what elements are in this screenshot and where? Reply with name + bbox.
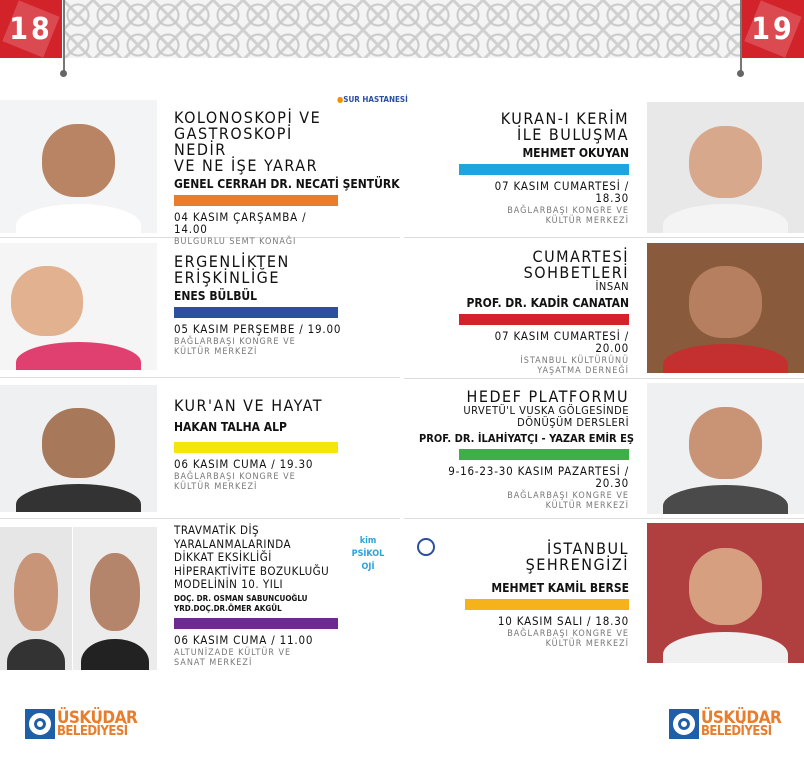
event-place: İSTANBUL KÜLTÜRÜNÜ YAŞATMA DERNEĞİ (520, 356, 629, 376)
event-subtitle: URVETÜ'L VUSKA GÖLGESİNDE DÖNÜŞÜM DERSLER… (463, 404, 629, 429)
color-bar (174, 442, 338, 453)
event-date: 06 KASIM CUMA / 11.00 (174, 632, 314, 647)
event-subtitle: İNSAN (595, 280, 629, 293)
event-ergenlikten: ERGENLİKTEN ERİŞKİNLİĞE ENES BÜLBÜL 05 KA… (174, 254, 344, 357)
color-bar (459, 164, 629, 175)
event-place: BULGURLU SEMT KONAĞI (174, 237, 297, 247)
uskudar-belediyesi-logo: ÜSKÜDAR BELEDİYESİ (25, 709, 138, 739)
event-speaker: DOÇ. DR. OSMAN SABUNCUOĞLU YRD.DOÇ.DR.ÖME… (174, 593, 308, 613)
event-date: 06 KASIM CUMA / 19.30 (174, 457, 314, 471)
ibb-logo (417, 538, 435, 556)
speaker-photo (647, 383, 804, 514)
event-place: BAĞLARBAŞI KONGRE VE KÜLTÜR MERKEZİ (507, 206, 629, 226)
event-title: KUR'AN VE HAYAT (174, 396, 324, 415)
event-place: BAĞLARBAŞI KONGRE VE KÜLTÜR MERKEZİ (174, 472, 296, 492)
event-speaker: MEHMET KAMİL BERSE (491, 581, 629, 595)
event-istanbul-sehrengizi: İSTANBUL ŞEHRENGİZİ MEHMET KAMİL BERSE 10… (459, 541, 629, 649)
speaker-photo (647, 243, 804, 373)
event-kolonoskopi: KOLONOSKOPİ VE GASTROSKOPİ NEDİR VE NE İŞE… (174, 108, 400, 247)
event-date: 07 KASIM CUMARTESİ / 18.30 (494, 179, 629, 205)
event-title: KOLONOSKOPİ VE GASTROSKOPİ NEDİR VE NE İŞE… (174, 108, 322, 175)
event-travmatik-dis: TRAVMATİK DİŞ YARALANMALARINDA DİKKAT EKSİ… (174, 523, 349, 668)
color-bar (174, 307, 338, 318)
event-place: BAĞLARBAŞI KONGRE VE KÜLTÜR MERKEZİ (507, 491, 629, 511)
event-place: ALTUNİZADE KÜLTÜR VE SANAT MERKEZİ (174, 647, 292, 668)
color-bar (459, 449, 629, 460)
color-bar (459, 314, 629, 325)
event-date: 10 KASIM SALI / 18.30 (497, 614, 629, 628)
divider (404, 518, 804, 519)
event-speaker: ENES BÜLBÜL (174, 289, 258, 303)
speaker-photo (647, 102, 804, 233)
color-bar (174, 195, 338, 206)
event-speaker: GENEL CERRAH DR. NECATİ ŞENTÜRK (174, 177, 400, 191)
divider (0, 237, 400, 238)
logo-emblem-icon (25, 709, 55, 739)
event-photo-teens (0, 243, 157, 370)
page-number-text: 19 (751, 11, 795, 47)
event-hedef-platformu: HEDEF PLATFORMU URVETÜ'L VUSKA GÖLGESİND… (419, 387, 635, 512)
event-speaker: PROF. DR. İLAHİYATÇI - YAZAR EMİR EŞ (419, 432, 635, 445)
event-title: KURAN-I KERİM İLE BULUŞMA (500, 109, 629, 144)
logo-emblem-icon (669, 709, 699, 739)
divider-dot (60, 70, 67, 77)
color-bar (174, 617, 338, 629)
speaker-photo (647, 523, 804, 663)
event-speaker: PROF. DR. KADİR CANATAN (466, 296, 629, 310)
event-speaker: HAKAN TALHA ALP (174, 420, 287, 434)
sponsor-logo-sur-hastanesi: ●SUR HASTANESİ (337, 95, 408, 104)
event-title: TRAVMATİK DİŞ YARALANMALARINDA DİKKAT EKSİ… (174, 523, 330, 591)
event-title: HEDEF PLATFORMU (466, 387, 629, 406)
divider (740, 0, 742, 72)
event-title: CUMARTESİ SOHBETLERİ (523, 247, 629, 282)
event-title: ERGENLİKTEN ERİŞKİNLİĞE (174, 252, 290, 287)
divider (404, 378, 804, 379)
divider (0, 518, 400, 519)
divider (63, 0, 65, 72)
page-number-left: 18 (0, 0, 62, 58)
speaker-photo (0, 527, 72, 670)
event-place: BAĞLARBAŞI KONGRE VE KÜLTÜR MERKEZİ (174, 337, 296, 357)
uskudar-belediyesi-logo: ÜSKÜDAR BELEDİYESİ (669, 709, 782, 739)
sponsor-logo-kim-psikoloji: kim PSİKOLOJİ (351, 536, 385, 572)
color-bar (465, 599, 629, 610)
event-date: 04 KASIM ÇARŞAMBA / 14.00 (174, 210, 307, 236)
event-date: 07 KASIM CUMARTESİ / 20.00 (494, 329, 629, 355)
decorative-pattern-header (63, 0, 741, 58)
page-number-right: 19 (742, 0, 804, 58)
divider (404, 237, 804, 238)
divider (0, 377, 400, 378)
event-cumartesi-sohbetleri: CUMARTESİ SOHBETLERİ İNSAN PROF. DR. KADİ… (459, 249, 629, 376)
event-date: 9-16-23-30 KASIM PAZARTESİ / 20.30 (448, 464, 629, 490)
event-kuran-i-kerim: KURAN-I KERİM İLE BULUŞMA MEHMET OKUYAN 0… (459, 111, 629, 226)
speaker-photo (0, 385, 157, 512)
event-title: İSTANBUL ŞEHRENGİZİ (525, 539, 629, 574)
event-place: BAĞLARBAŞI KONGRE VE KÜLTÜR MERKEZİ (507, 629, 629, 649)
page-number-text: 18 (9, 11, 53, 47)
speaker-photo (0, 100, 157, 233)
event-date: 05 KASIM PERŞEMBE / 19.00 (174, 322, 342, 336)
event-speaker: MEHMET OKUYAN (522, 146, 629, 160)
speaker-photo (73, 527, 157, 670)
event-kuran-ve-hayat: KUR'AN VE HAYAT HAKAN TALHA ALP 06 KASIM… (174, 398, 344, 492)
divider-dot (737, 70, 744, 77)
